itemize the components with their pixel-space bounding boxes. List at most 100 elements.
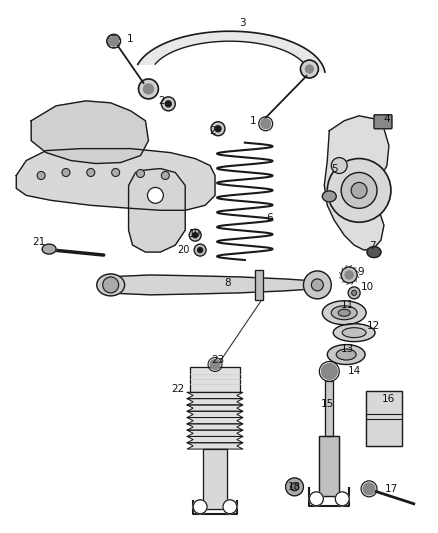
Circle shape — [335, 492, 349, 506]
Polygon shape — [16, 149, 215, 211]
Circle shape — [198, 248, 203, 253]
Circle shape — [363, 483, 375, 495]
Circle shape — [305, 65, 314, 73]
Circle shape — [345, 271, 353, 279]
Bar — [319, 436, 339, 496]
Bar — [190, 367, 240, 392]
Bar — [325, 382, 333, 436]
Bar — [255, 270, 263, 300]
Text: 22: 22 — [172, 384, 185, 394]
Text: 9: 9 — [358, 267, 364, 277]
Circle shape — [103, 277, 119, 293]
Text: 8: 8 — [225, 278, 231, 288]
Text: 4: 4 — [384, 114, 390, 124]
Polygon shape — [187, 405, 243, 411]
Polygon shape — [324, 116, 389, 250]
Polygon shape — [138, 31, 325, 72]
Ellipse shape — [327, 345, 365, 365]
Text: 10: 10 — [360, 282, 374, 292]
Text: 17: 17 — [385, 484, 399, 494]
Bar — [203, 449, 227, 508]
Circle shape — [211, 122, 225, 136]
Bar — [325, 382, 333, 436]
Circle shape — [223, 500, 237, 514]
Ellipse shape — [322, 191, 336, 202]
Circle shape — [215, 126, 221, 132]
Circle shape — [109, 36, 119, 46]
Circle shape — [62, 168, 70, 176]
Polygon shape — [187, 430, 243, 437]
Ellipse shape — [331, 306, 357, 320]
Bar — [190, 367, 240, 392]
Text: 15: 15 — [321, 399, 334, 409]
Text: 7: 7 — [369, 241, 375, 251]
Text: 23: 23 — [212, 354, 225, 365]
Text: 16: 16 — [382, 394, 396, 405]
Text: 2: 2 — [158, 96, 165, 106]
Bar — [203, 449, 227, 508]
Circle shape — [352, 290, 357, 295]
Circle shape — [144, 84, 153, 94]
Text: 3: 3 — [240, 18, 246, 28]
Polygon shape — [187, 424, 243, 430]
Text: 6: 6 — [266, 213, 273, 223]
Circle shape — [309, 492, 323, 506]
FancyBboxPatch shape — [374, 115, 392, 129]
Ellipse shape — [342, 328, 366, 337]
Text: 1: 1 — [127, 34, 134, 44]
Circle shape — [87, 168, 95, 176]
Polygon shape — [187, 443, 243, 449]
Circle shape — [189, 229, 201, 241]
Ellipse shape — [322, 301, 366, 325]
Text: 2: 2 — [210, 126, 216, 136]
Polygon shape — [187, 399, 243, 405]
Circle shape — [331, 158, 347, 173]
Polygon shape — [129, 168, 185, 252]
Circle shape — [321, 364, 337, 379]
Bar — [366, 391, 402, 446]
Circle shape — [148, 188, 163, 203]
Circle shape — [286, 478, 304, 496]
Text: 20: 20 — [177, 245, 189, 255]
Circle shape — [341, 267, 357, 283]
Ellipse shape — [338, 309, 350, 316]
Text: 12: 12 — [367, 321, 380, 330]
Polygon shape — [31, 101, 148, 164]
Text: 11: 11 — [341, 300, 354, 310]
Circle shape — [261, 119, 271, 129]
Text: 21: 21 — [32, 237, 46, 247]
Circle shape — [194, 244, 206, 256]
Circle shape — [327, 158, 391, 222]
Ellipse shape — [97, 274, 124, 296]
Circle shape — [304, 271, 331, 299]
Circle shape — [210, 360, 220, 369]
Bar — [255, 270, 263, 300]
Circle shape — [161, 172, 170, 180]
Circle shape — [348, 287, 360, 299]
Bar — [366, 391, 402, 446]
Circle shape — [112, 168, 120, 176]
Text: 1: 1 — [250, 116, 256, 126]
Circle shape — [165, 101, 171, 107]
Polygon shape — [106, 275, 324, 295]
Circle shape — [137, 169, 145, 177]
Circle shape — [161, 97, 175, 111]
Ellipse shape — [367, 247, 381, 257]
Circle shape — [193, 500, 207, 514]
Text: 14: 14 — [347, 367, 361, 376]
Text: 5: 5 — [331, 164, 338, 174]
Polygon shape — [187, 437, 243, 443]
Bar — [319, 436, 339, 496]
Circle shape — [138, 79, 159, 99]
Circle shape — [341, 173, 377, 208]
Polygon shape — [187, 411, 243, 417]
Circle shape — [193, 233, 198, 238]
Ellipse shape — [42, 244, 56, 254]
Polygon shape — [187, 392, 243, 399]
Circle shape — [300, 60, 318, 78]
Circle shape — [290, 483, 298, 491]
Polygon shape — [187, 417, 243, 424]
Text: 18: 18 — [288, 482, 301, 492]
Text: 13: 13 — [341, 344, 354, 353]
Circle shape — [37, 172, 45, 180]
